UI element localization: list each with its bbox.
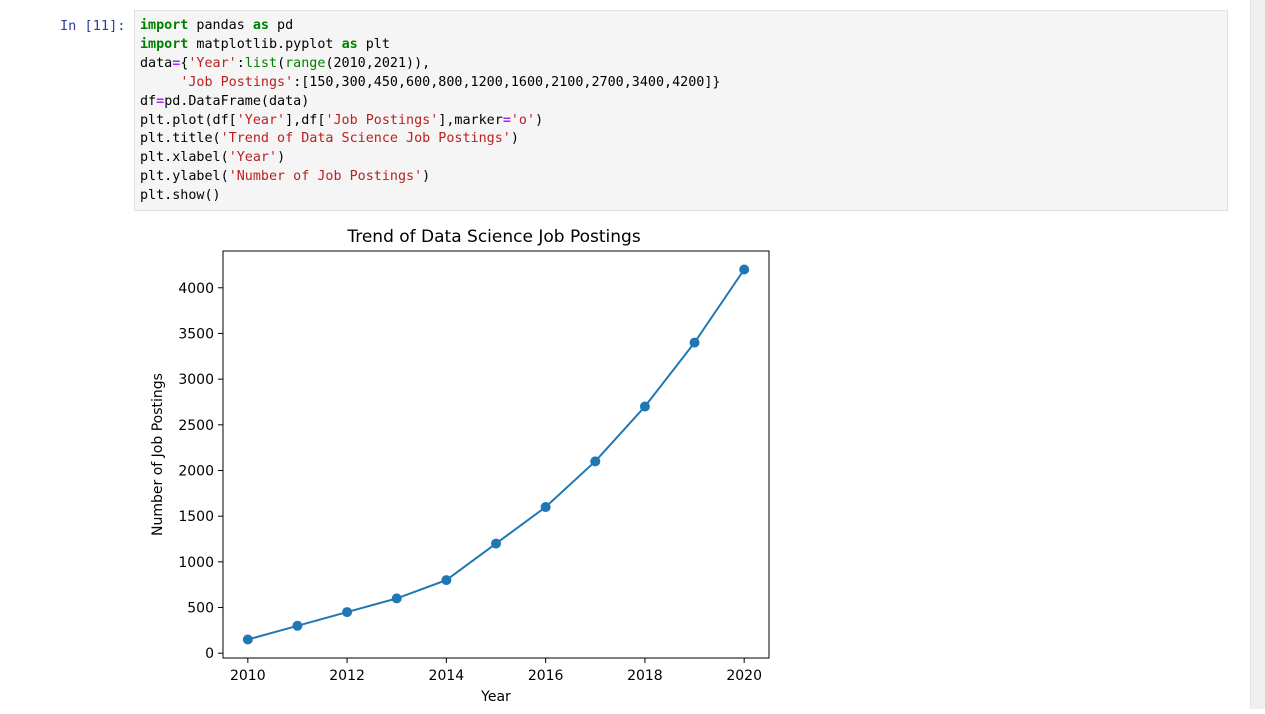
code-token: 'Year' — [188, 55, 237, 71]
code-token: plt.ylabel( — [140, 169, 229, 185]
x-tick-label: 2018 — [627, 668, 663, 684]
code-token: { — [180, 55, 189, 71]
y-tick-label: 2500 — [178, 418, 214, 434]
code-token: pd.DataFrame(data) — [164, 93, 310, 109]
code-token: df — [140, 93, 157, 109]
x-tick-label: 2014 — [429, 668, 465, 684]
code-token: plt.title( — [140, 131, 221, 147]
code-token: ],marker — [438, 112, 503, 128]
code-line: import pandas as pd — [140, 18, 293, 33]
y-tick-label: 0 — [205, 646, 214, 662]
code-token: plt.xlabel( — [140, 150, 229, 166]
y-axis-label: Number of Job Postings — [150, 373, 166, 536]
code-line: plt.ylabel('Number of Job Postings') — [140, 169, 430, 184]
code-token: 'Year' — [228, 150, 278, 166]
code-token: 'Year' — [236, 112, 286, 128]
x-axis-label: Year — [480, 689, 511, 705]
code-token: matplotlib.pyplot — [188, 36, 342, 52]
data-point — [242, 634, 253, 645]
y-axis: 0 500 1000 1500 2000 2500 3000 3500 4000 — [178, 281, 223, 662]
code-token: (2010,2021)), — [325, 55, 431, 71]
x-tick-label: 2010 — [230, 668, 266, 684]
code-token: 'o' — [510, 112, 536, 128]
code-line: plt.title('Trend of Data Science Job Pos… — [140, 131, 519, 146]
code-token: pandas — [188, 18, 253, 33]
y-tick-label: 2000 — [178, 463, 214, 479]
x-tick-label: 2020 — [726, 668, 762, 684]
data-point — [639, 401, 650, 412]
code-token: = — [502, 112, 511, 128]
code-token: plt — [357, 36, 390, 52]
code-token: import — [140, 18, 189, 33]
code-token: ) — [510, 131, 519, 147]
code-token: as — [252, 18, 269, 33]
series-line — [247, 268, 746, 641]
code-token: plt.plot(df[ — [140, 112, 237, 128]
code-line: import matplotlib.pyplot as plt — [140, 37, 390, 52]
y-tick-label: 3000 — [178, 372, 214, 388]
cell-prompt: In [11]: — [60, 18, 126, 34]
code-line: plt.xlabel('Year') — [140, 150, 285, 165]
code-token: range — [285, 55, 326, 71]
code-token: 'Trend of Data Science Job Postings' — [220, 131, 511, 147]
chart-title: Trend of Data Science Job Postings — [346, 227, 640, 247]
plot-area — [222, 250, 770, 659]
code-token: data — [140, 55, 173, 71]
data-point — [342, 607, 353, 618]
code-token: 'Job Postings' — [325, 112, 439, 128]
code-line: 'Job Postings':[150,300,450,600,800,1200… — [140, 75, 720, 90]
vertical-scrollbar[interactable] — [1250, 0, 1265, 709]
code-token: ) — [277, 150, 286, 166]
data-point — [689, 337, 700, 348]
code-token: list — [244, 55, 278, 71]
y-tick-label: 1500 — [178, 509, 214, 525]
code-token: :[150,300,450,600,800,1200,1600,2100,270… — [293, 74, 721, 90]
y-tick-label: 3500 — [178, 326, 214, 342]
x-axis: 2010 2012 2014 2016 2018 2020 — [230, 658, 762, 684]
data-point — [391, 593, 402, 604]
code-token: = — [156, 93, 165, 109]
code-token: ( — [277, 55, 286, 71]
data-point — [491, 538, 501, 549]
data-point — [540, 502, 551, 513]
y-tick-label: 500 — [187, 601, 214, 617]
code-token: 'Job Postings' — [180, 74, 294, 90]
code-token: plt.show() — [140, 188, 221, 204]
code-token — [140, 75, 180, 90]
code-token: import — [140, 36, 189, 52]
code-token: ],df[ — [285, 112, 326, 128]
code-token: as — [341, 36, 358, 52]
series-job-postings — [242, 264, 750, 645]
code-line: df=pd.DataFrame(data) — [140, 94, 309, 109]
code-editor[interactable]: import pandas as pd import matplotlib.py… — [135, 11, 1227, 206]
x-tick-label: 2016 — [528, 668, 564, 684]
code-token: 'Number of Job Postings' — [228, 169, 423, 185]
code-line: plt.show() — [140, 188, 221, 203]
code-cell-input[interactable]: import pandas as pd import matplotlib.py… — [134, 10, 1228, 211]
y-tick-label: 1000 — [178, 555, 214, 571]
code-token: ) — [535, 112, 544, 128]
data-point — [739, 264, 750, 275]
code-line: plt.plot(df['Year'],df['Job Postings'],m… — [140, 113, 543, 128]
code-token: = — [172, 55, 181, 71]
code-token: pd — [269, 18, 294, 33]
line-chart: Trend of Data Science Job Postings 0 500 1… — [150, 227, 770, 705]
data-point — [590, 456, 601, 467]
code-token: : — [236, 55, 245, 71]
cell-output: Trend of Data Science Job Postings 0 500 1… — [134, 218, 814, 709]
data-point — [441, 575, 452, 586]
code-line: data={'Year':list(range(2010,2021)), — [140, 56, 430, 71]
code-token: ) — [422, 169, 431, 185]
data-point — [292, 620, 303, 631]
x-tick-label: 2012 — [329, 668, 365, 684]
y-tick-label: 4000 — [178, 281, 214, 297]
